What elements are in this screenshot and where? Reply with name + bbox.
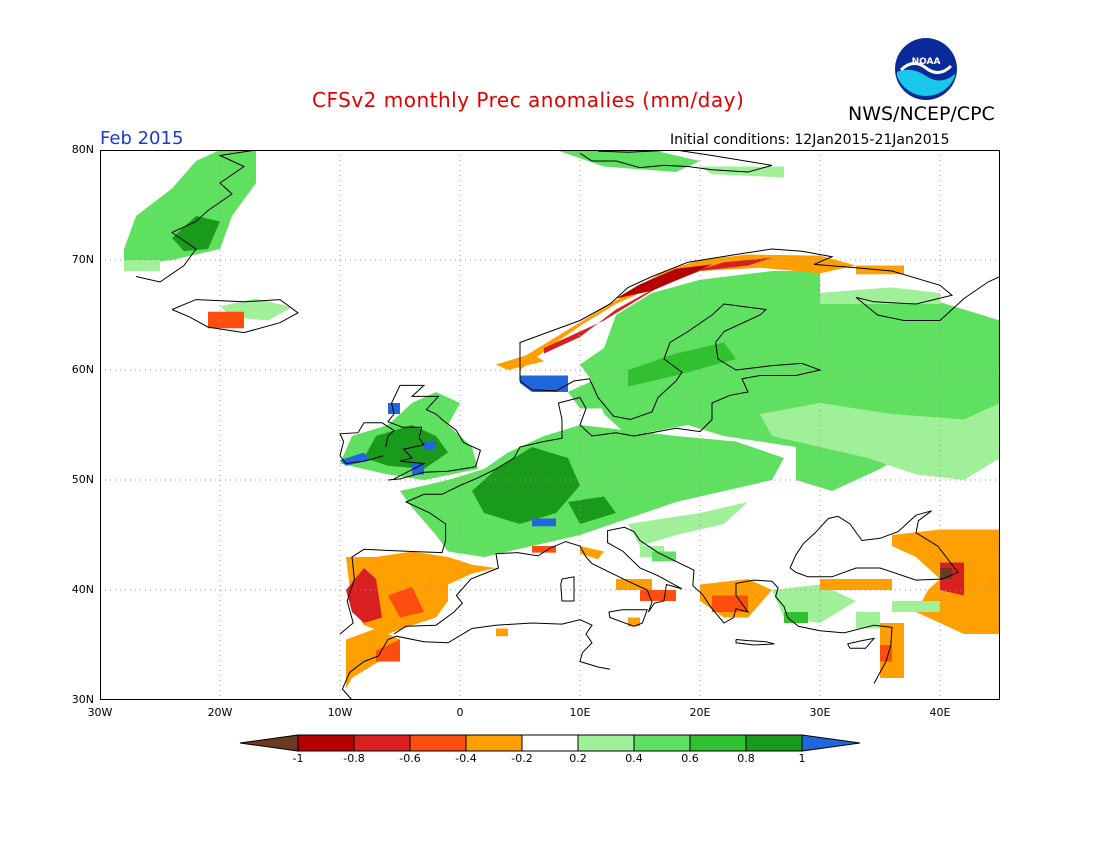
anomaly-region xyxy=(568,381,616,409)
coastline xyxy=(579,150,773,173)
colorbar-tick-label: 0.8 xyxy=(737,752,755,765)
map-area xyxy=(100,150,1000,700)
coastline xyxy=(135,150,257,283)
lon-label: 30E xyxy=(809,706,831,719)
lat-label: 70N xyxy=(71,253,94,266)
coastline xyxy=(847,637,876,649)
coastline xyxy=(339,248,1000,635)
lat-label: 40N xyxy=(71,583,94,596)
anomaly-region xyxy=(472,447,580,524)
anomaly-region xyxy=(820,579,892,590)
anomaly-region xyxy=(124,260,160,271)
colorbar-tick-label: 0.2 xyxy=(569,752,587,765)
coastlines xyxy=(135,150,1000,700)
coastline xyxy=(735,639,775,646)
coastline xyxy=(560,576,575,602)
anomaly-region xyxy=(520,254,856,370)
anomaly-region xyxy=(856,612,880,629)
anomaly-region xyxy=(880,645,892,662)
anomaly-region xyxy=(628,502,748,546)
coastline xyxy=(171,299,299,334)
anomaly-region xyxy=(892,601,940,612)
anomaly-region xyxy=(172,216,220,252)
colorbar-swatch xyxy=(409,734,467,752)
lon-label: 10W xyxy=(327,706,353,719)
colorbar-tick-label: -1 xyxy=(292,752,304,765)
lon-label: 0 xyxy=(456,706,464,719)
colorbar xyxy=(239,734,861,752)
forecast-period: Feb 2015 xyxy=(100,128,184,149)
anomaly-region xyxy=(532,546,556,553)
colorbar-tick-label: 1 xyxy=(798,752,806,765)
chart-title: CFSv2 monthly Prec anomalies (mm/day) xyxy=(312,88,745,112)
colorbar-swatch xyxy=(633,734,691,752)
anomaly-region xyxy=(124,150,256,266)
colorbar-swatch xyxy=(239,734,299,752)
anomaly-region xyxy=(388,586,424,618)
noaa-logo: NOAA xyxy=(895,38,957,100)
coastline xyxy=(393,526,893,684)
colorbar-swatch xyxy=(577,734,635,752)
lon-label: 20W xyxy=(207,706,233,719)
coastline xyxy=(789,510,959,581)
colorbar-swatch xyxy=(353,734,411,752)
coastline xyxy=(608,609,648,627)
colorbar-tick-label: -0.8 xyxy=(343,752,365,765)
anomaly-region xyxy=(364,425,448,469)
anomaly-region xyxy=(568,496,616,524)
initial-conditions: Initial conditions: 12Jan2015-21Jan2015 xyxy=(670,132,950,148)
lon-label: 40E xyxy=(929,706,951,719)
lon-label: 10E xyxy=(569,706,591,719)
colorbar-tick-label: -0.2 xyxy=(511,752,533,765)
anomaly-region xyxy=(346,551,496,634)
anomaly-region xyxy=(628,342,736,387)
anomaly-region xyxy=(556,150,700,172)
colorbar-swatch xyxy=(801,734,861,752)
anomaly-region xyxy=(340,452,370,466)
anomaly-region xyxy=(412,463,424,475)
colorbar-swatch xyxy=(689,734,747,752)
colorbar-swatch xyxy=(465,734,523,752)
lon-label: 20E xyxy=(689,706,711,719)
colorbar-tick-label: 0.6 xyxy=(681,752,699,765)
coastline xyxy=(387,384,482,481)
anomaly-region xyxy=(496,628,508,637)
anomaly-region xyxy=(628,617,640,627)
anomaly-region xyxy=(346,568,382,623)
lat-label: 50N xyxy=(71,473,94,486)
colorbar-tick-label: -0.4 xyxy=(455,752,477,765)
anomaly-region xyxy=(784,612,808,623)
anomaly-region xyxy=(424,441,436,450)
coastline xyxy=(339,422,395,465)
lon-label: 30W xyxy=(87,706,113,719)
lat-label: 60N xyxy=(71,363,94,376)
colorbar-swatch xyxy=(745,734,803,752)
colorbar-tick-label: -0.6 xyxy=(399,752,421,765)
anomaly-region xyxy=(580,546,604,560)
colorbar-tick-label: 0.4 xyxy=(625,752,643,765)
coastline xyxy=(341,619,611,700)
anomaly-region xyxy=(400,425,784,557)
lat-label: 80N xyxy=(71,143,94,156)
anomaly-region xyxy=(532,518,556,527)
anomaly-region xyxy=(820,287,940,304)
anomaly-region xyxy=(640,590,676,601)
anomaly-region xyxy=(388,403,400,414)
anomaly-region xyxy=(346,628,400,689)
anomaly-region xyxy=(616,264,712,299)
lat-label: 30N xyxy=(71,693,94,706)
anomaly-region xyxy=(208,311,244,329)
agency-label: NWS/NCEP/CPC xyxy=(848,103,995,125)
anomaly-region xyxy=(520,375,568,392)
colorbar-swatch xyxy=(521,734,579,752)
anomaly-region xyxy=(376,639,400,662)
noaa-logo-text: NOAA xyxy=(912,57,941,67)
colorbar-swatch xyxy=(297,734,355,752)
